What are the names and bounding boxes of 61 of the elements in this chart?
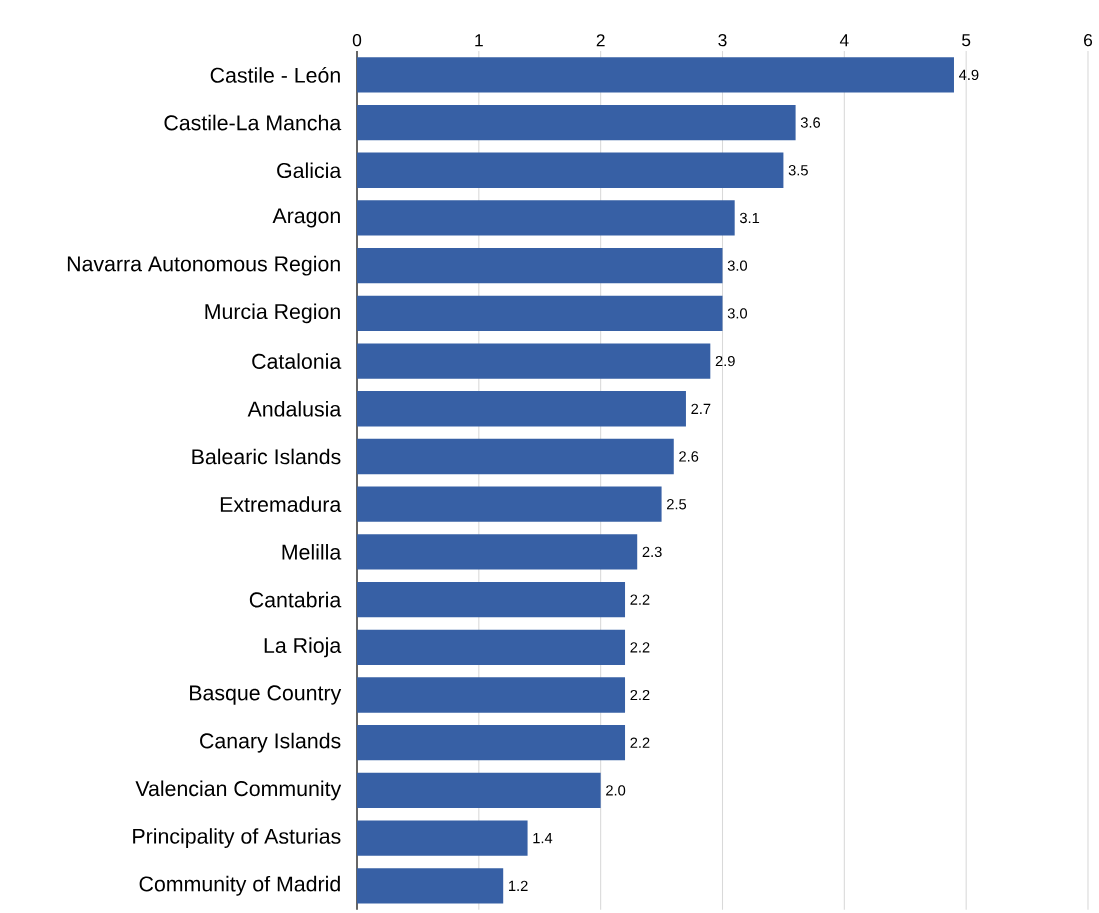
y-tick-label: Balearic Islands (192, 448, 341, 465)
x-tick-label: 0 (352, 34, 362, 47)
y-tick-label: Community of Madrid (139, 875, 340, 896)
data-label: 3.0 (727, 260, 748, 271)
bar (357, 772, 601, 809)
data-label: 3.0 (727, 308, 748, 319)
bar (357, 725, 626, 761)
x-tick-label: 6 (1084, 34, 1093, 47)
data-label: 1.4 (533, 833, 553, 844)
x-tick-label: 2 (596, 34, 605, 47)
data-label: 2.5 (667, 499, 687, 510)
data-label: 2.6 (679, 451, 699, 462)
data-label: 2.0 (606, 785, 626, 796)
bar (357, 343, 711, 379)
y-tick-label: Extremadura (220, 496, 342, 513)
y-tick-label: Andalusia (247, 400, 342, 417)
data-label: 2.2 (630, 737, 650, 748)
y-tick-label: Galicia (277, 162, 342, 179)
data-label: 1.2 (509, 880, 528, 891)
data-label: 4.9 (959, 69, 979, 81)
bar (357, 677, 626, 713)
data-label: 2.3 (642, 546, 662, 558)
bar (357, 248, 723, 284)
bar (357, 820, 528, 856)
x-tick-label: 3 (718, 34, 727, 47)
data-label: 2.2 (630, 642, 650, 653)
y-tick-label: Castile - León (210, 66, 340, 83)
data-label: 2.2 (630, 689, 650, 701)
y-tick-label: Navarra Autonomous Region (67, 255, 340, 276)
bar (357, 534, 638, 570)
y-tick-label: Canary Islands (200, 732, 341, 753)
bar (357, 868, 504, 904)
bar (357, 486, 662, 522)
data-label: 2.9 (715, 355, 735, 367)
bar (357, 581, 626, 618)
x-tick-label: 4 (839, 34, 849, 47)
bar (357, 152, 784, 188)
bar (357, 629, 626, 665)
y-tick-label: Principality of Asturias (133, 828, 341, 849)
data-label: 3.5 (788, 165, 808, 176)
data-label: 2.7 (691, 403, 711, 414)
bar (357, 438, 674, 475)
data-label: 3.1 (739, 212, 760, 224)
bar (357, 295, 723, 332)
bar (357, 57, 954, 93)
y-tick-label: Aragon (272, 208, 340, 228)
x-tick-label: 1 (475, 34, 483, 47)
y-tick-label: Catalonia (252, 353, 342, 369)
y-tick-label: Basque Country (190, 685, 342, 705)
y-tick-label: Melilla (282, 544, 342, 560)
y-tick-label: Murcia Region (205, 303, 340, 324)
bar (357, 104, 796, 141)
y-tick-label: La Rioja (264, 637, 342, 658)
x-tick-label: 5 (962, 34, 971, 47)
y-tick-label: Castile-La Mancha (164, 114, 342, 131)
y-tick-label: Cantabria (249, 591, 342, 608)
y-tick-label: Valencian Community (135, 780, 342, 801)
data-label: 2.2 (630, 594, 650, 605)
data-label: 3.6 (800, 117, 821, 128)
bar (357, 200, 735, 236)
bar (357, 391, 686, 427)
